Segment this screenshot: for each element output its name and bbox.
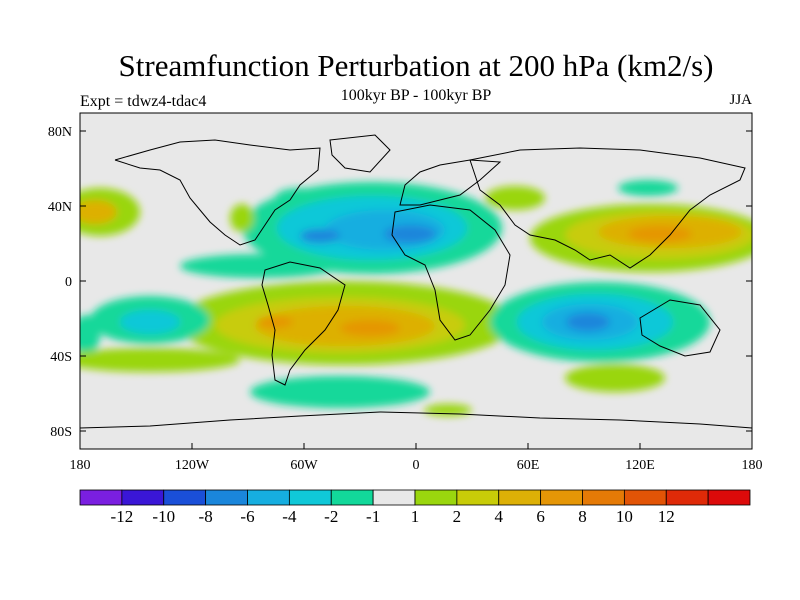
colorbar-swatch — [665, 489, 709, 506]
colorbar-swatch — [121, 489, 165, 506]
season-label: JJA — [729, 92, 752, 108]
coastlines — [80, 134, 752, 429]
axis-ticks — [79, 130, 753, 449]
contour-sp-neg-3 — [80, 315, 100, 355]
colorbar-swatch — [623, 489, 667, 506]
y-tick-label: 80S — [50, 425, 72, 440]
colorbar-label: 4 — [495, 507, 504, 526]
contour-sp-pos — [80, 348, 240, 372]
y-tick-labels: 80N 40N 0 40S 80S — [48, 125, 72, 440]
colorbar-label: -2 — [324, 507, 338, 526]
colorbar-swatch — [79, 489, 123, 506]
colorbar-swatch — [247, 489, 290, 506]
x-tick-label: 120E — [625, 458, 655, 473]
y-tick-label: 80N — [48, 125, 72, 140]
colorbar-swatch — [707, 489, 751, 506]
colorbar-swatch — [330, 489, 374, 506]
contour-trop-band — [180, 254, 340, 278]
contour-si-pos — [565, 364, 665, 392]
colorbar-label: 6 — [536, 507, 545, 526]
colorbar-swatch — [163, 489, 207, 506]
colorbar-label: -8 — [199, 507, 213, 526]
y-tick-label: 40S — [50, 350, 72, 365]
contour-na-neg-5 — [384, 225, 436, 243]
colorbar-label: 2 — [453, 507, 462, 526]
x-tick-labels: 180 120W 60W 0 60E 120E 180 — [70, 458, 763, 473]
plot-subtitle: 100kyr BP - 100kyr BP — [340, 87, 492, 104]
colorbar-swatch — [372, 489, 416, 506]
colorbar-label: -6 — [240, 507, 254, 526]
contour-ea-pos-4 — [628, 226, 692, 242]
x-tick-label: 60W — [290, 458, 318, 473]
x-tick-label: 180 — [70, 458, 91, 473]
contour-na-neg-4 — [300, 229, 340, 243]
colorbar-label: -1 — [366, 507, 380, 526]
colorbar-label: 8 — [578, 507, 587, 526]
contour-sp-neg-2 — [120, 310, 180, 334]
colorbar — [79, 489, 751, 506]
experiment-label: Expt = tdwz4-tdac4 — [80, 93, 207, 110]
coast-africa — [391, 204, 511, 341]
colorbar-label: 12 — [658, 507, 675, 526]
contour-africa-pos — [485, 186, 545, 210]
colorbar-label: -12 — [111, 507, 134, 526]
colorbar-label: 10 — [616, 507, 633, 526]
contour-sa-pos-5 — [257, 316, 293, 328]
colorbar-swatch — [205, 489, 248, 506]
contour-sa-pos-4 — [340, 320, 400, 336]
coast-north-america — [114, 139, 321, 246]
colorbar-swatch — [288, 489, 332, 506]
x-tick-label: 120W — [175, 458, 210, 473]
contour-field — [80, 113, 752, 449]
plot-title: Streamfunction Perturbation at 200 hPa (… — [118, 48, 714, 83]
contour-arctic — [618, 180, 678, 196]
coast-asia — [469, 147, 746, 269]
x-tick-label: 0 — [413, 458, 420, 473]
colorbar-swatch — [456, 489, 500, 506]
colorbar-swatch — [540, 489, 583, 506]
y-tick-label: 40N — [48, 200, 72, 215]
y-tick-label: 0 — [65, 275, 72, 290]
coast-antarctica — [80, 411, 752, 429]
colorbar-label: 1 — [411, 507, 420, 526]
coast-south-america — [261, 261, 346, 386]
contour-io-neg-4 — [566, 313, 610, 331]
coast-europe — [399, 159, 502, 206]
coast-greenland — [329, 134, 391, 173]
colorbar-label: -10 — [152, 507, 175, 526]
contour-atl-n — [276, 188, 324, 204]
coast-australia — [639, 299, 721, 357]
x-tick-label: 180 — [742, 458, 763, 473]
colorbar-label: -4 — [282, 507, 297, 526]
contour-so-neg — [250, 376, 430, 408]
colorbar-labels: -12 -10 -8 -6 -4 -2 -1 1 2 4 6 8 10 12 — [111, 507, 675, 526]
colorbar-swatch — [498, 489, 542, 506]
x-tick-label: 60E — [517, 458, 540, 473]
colorbar-swatch — [414, 489, 458, 506]
contour-np-pos-2 — [80, 200, 117, 224]
contour-na-west — [230, 204, 254, 232]
colorbar-swatch — [582, 489, 625, 506]
